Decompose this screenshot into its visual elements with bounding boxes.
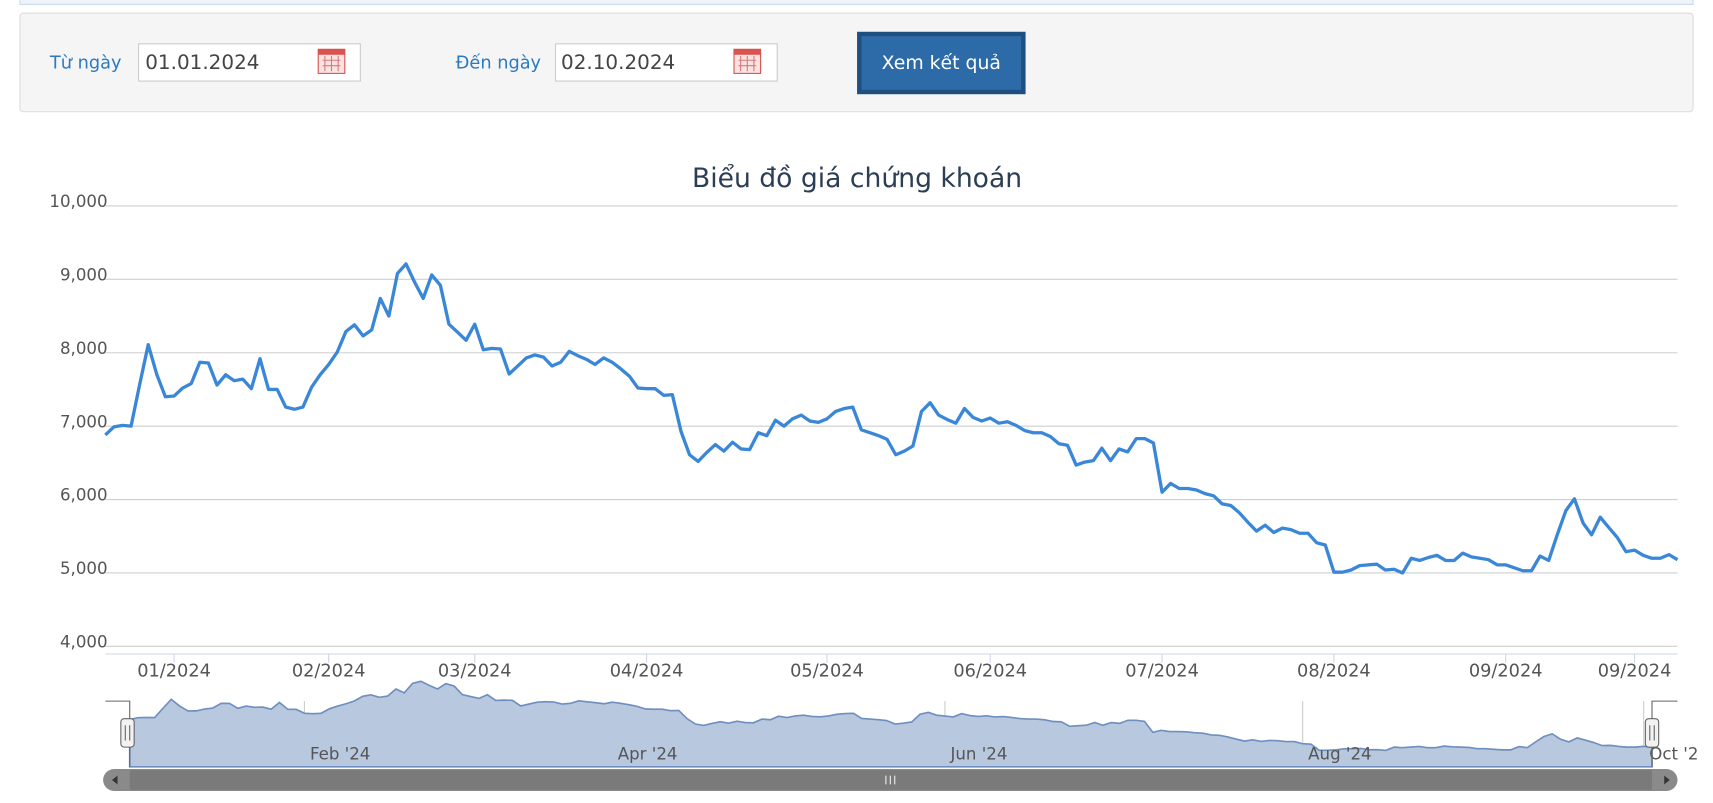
- y-tick-label: 10,000: [49, 192, 107, 211]
- y-tick-label: 5,000: [60, 559, 108, 578]
- to-label: Đến ngày: [456, 53, 541, 74]
- x-tick-label: 05/2024: [790, 662, 864, 682]
- calendar-icon[interactable]: [317, 48, 346, 74]
- x-tick-label: 09/2024: [1469, 662, 1543, 682]
- navigator-handle[interactable]: [1644, 718, 1660, 748]
- from-label: Từ ngày: [49, 54, 122, 74]
- x-tick-label: 01/2024: [137, 662, 211, 682]
- x-tick-label: 02/2024: [292, 662, 366, 682]
- from-value: 01.01.2024: [145, 51, 259, 74]
- y-tick-label: 7,000: [60, 412, 108, 431]
- calendar-icon[interactable]: [733, 48, 762, 74]
- submit-button[interactable]: Xem kết quả: [857, 31, 1026, 95]
- navigator-handle[interactable]: [120, 718, 135, 748]
- handle-grip: [124, 725, 131, 741]
- navigator-label: Aug '24: [1308, 744, 1371, 763]
- x-tick-label: 04/2024: [610, 662, 684, 682]
- y-tick-label: 4,000: [60, 633, 108, 652]
- navigator-area: [128, 680, 1653, 768]
- scrollbar-thumb[interactable]: [129, 770, 1653, 790]
- x-tick-label: 06/2024: [953, 662, 1027, 682]
- top-strip: [19, 0, 1694, 5]
- chart-title: Biểu đồ giá chứng khoán: [692, 163, 1022, 194]
- x-tick-label: 08/2024: [1297, 662, 1371, 682]
- navigator-label: Apr '24: [618, 744, 678, 763]
- navigator-label: Feb '24: [310, 744, 370, 763]
- navigator-label: Oct '2: [1649, 744, 1698, 763]
- handle-grip: [1649, 725, 1655, 741]
- filter-panel: [19, 12, 1694, 113]
- scroll-left[interactable]: [111, 775, 118, 785]
- button-label: Xem kết quả: [882, 52, 1001, 74]
- scroll-grip: [885, 775, 896, 785]
- navigator-label: Jun '24: [949, 744, 1007, 763]
- scroll-right[interactable]: [1664, 775, 1670, 785]
- x-tick-label: 09/2024: [1598, 662, 1672, 682]
- price-line: [104, 262, 1679, 575]
- y-tick-label: 8,000: [60, 339, 108, 358]
- x-tick-label: 07/2024: [1125, 662, 1199, 682]
- y-tick-label: 9,000: [60, 266, 108, 285]
- x-tick-label: 03/2024: [438, 662, 512, 682]
- y-tick-label: 6,000: [60, 486, 108, 505]
- to-value: 02.10.2024: [561, 51, 675, 74]
